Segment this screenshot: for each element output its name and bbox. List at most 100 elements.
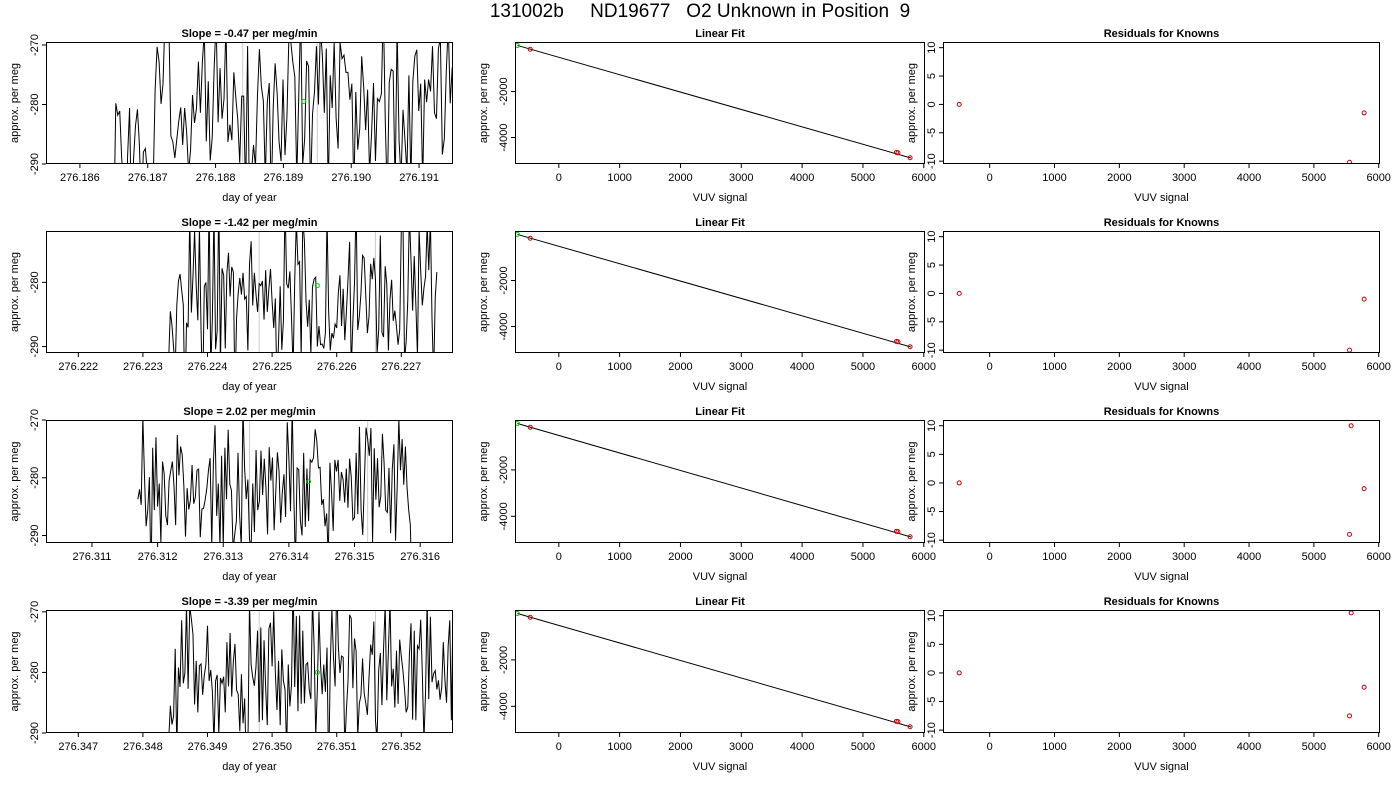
- x-tick-label: 1000: [1042, 172, 1066, 184]
- x-tick-label: 276.224: [188, 361, 228, 373]
- x-tick-label: 5000: [1302, 361, 1326, 373]
- x-tick-label: 2000: [1107, 741, 1131, 753]
- x-tick-label: 0: [987, 172, 993, 184]
- known-standard-point: [1361, 296, 1367, 302]
- x-tick-label: 0: [987, 551, 993, 563]
- x-tick-label: 3000: [1172, 172, 1196, 184]
- x-tick-label: 276.186: [60, 172, 100, 184]
- known-standard-point: [1348, 610, 1354, 616]
- x-tick-label: 5000: [1302, 551, 1326, 563]
- plot-area: [168, 231, 438, 353]
- known-standard-point: [895, 339, 901, 345]
- plot-frame: [515, 231, 925, 353]
- panel-r4-c2: Linear Fit 0 1000 2000 3000 4000 5000 6000 -4000…: [478, 596, 936, 773]
- x-axis-label: VUV signal: [693, 192, 747, 204]
- fit-line: [517, 613, 912, 728]
- panel-r4-c1: Slope = -3.39 per meg/min 276.347 276.348 2…: [9, 596, 453, 773]
- x-tick-label: 2000: [1107, 172, 1131, 184]
- y-axis-label: approx. per meg: [478, 441, 490, 521]
- known-standard-point: [907, 344, 913, 350]
- data-series-line: [168, 610, 453, 733]
- x-tick-label: 3000: [1172, 551, 1196, 563]
- fit-line: [517, 423, 912, 538]
- plot-frame: [515, 610, 925, 733]
- y-tick-label: 5: [926, 451, 938, 457]
- known-standard-point: [1347, 347, 1353, 353]
- x-tick-label: 0: [556, 551, 562, 563]
- y-tick-label: 0: [926, 290, 938, 296]
- known-standard-point: [1347, 531, 1353, 537]
- panel-title: Residuals for Knowns: [1104, 406, 1220, 418]
- x-axis-label: day of year: [222, 761, 277, 773]
- x-tick-label: 2000: [668, 741, 692, 753]
- x-tick-label: 276.315: [335, 551, 375, 563]
- x-tick-label: 1000: [607, 741, 631, 753]
- y-axis-label: approx. per meg: [906, 441, 918, 521]
- y-tick-label: 0: [926, 480, 938, 486]
- y-tick-label: -10: [926, 153, 938, 169]
- x-tick-label: 3000: [1172, 361, 1196, 373]
- plot-area: [515, 231, 913, 350]
- panel-title: Linear Fit: [695, 28, 745, 40]
- x-tick-label: 276.187: [128, 172, 168, 184]
- x-tick-label: 276.352: [381, 741, 421, 753]
- x-tick-label: 3000: [1172, 741, 1196, 753]
- x-tick-label: 276.223: [123, 361, 163, 373]
- x-tick-label: 276.225: [252, 361, 292, 373]
- x-tick-label: 3000: [729, 741, 753, 753]
- x-tick-label: 1000: [1042, 361, 1066, 373]
- y-tick-label: -290: [29, 722, 41, 744]
- x-tick-label: 6000: [1366, 551, 1390, 563]
- x-tick-label: 4000: [790, 361, 814, 373]
- x-tick-label: 276.312: [138, 551, 178, 563]
- x-tick-label: 5000: [851, 361, 875, 373]
- y-tick-label: -290: [29, 336, 41, 358]
- y-tick-label: -5: [926, 317, 938, 327]
- x-tick-label: 276.190: [331, 172, 371, 184]
- y-axis-label: approx. per meg: [9, 252, 21, 332]
- known-standard-point: [1347, 159, 1353, 164]
- x-tick-label: 276.349: [188, 741, 228, 753]
- x-tick-label: 276.189: [264, 172, 304, 184]
- known-standard-point: [907, 724, 913, 730]
- y-tick-label: -280: [29, 661, 41, 683]
- panel-title: Slope = -1.42 per meg/min: [181, 217, 317, 229]
- x-tick-label: 4000: [1237, 741, 1261, 753]
- panel-r3-c3: Residuals for Knowns 0 1000 2000 3000 4000 500…: [906, 406, 1391, 583]
- y-axis-label: approx. per meg: [478, 63, 490, 143]
- panel-r1-c3: Residuals for Knowns 0 1000 2000 3000 4000 500…: [906, 28, 1391, 204]
- known-standard-point: [895, 719, 901, 725]
- y-tick-label: -2000: [498, 266, 510, 294]
- known-standard-point: [956, 101, 962, 107]
- known-standard-point: [907, 534, 913, 540]
- x-tick-label: 276.347: [58, 741, 98, 753]
- y-tick-label: -4000: [498, 123, 510, 151]
- y-axis-label: approx. per meg: [9, 631, 21, 711]
- y-tick-label: -290: [29, 524, 41, 546]
- panel-r4-c3: Residuals for Knowns 0 1000 2000 3000 4000 500…: [906, 596, 1391, 773]
- y-tick-label: -280: [29, 271, 41, 293]
- x-tick-label: 5000: [851, 551, 875, 563]
- known-standard-point: [1361, 486, 1367, 492]
- x-axis-label: VUV signal: [693, 761, 747, 773]
- x-axis-label: day of year: [222, 381, 277, 393]
- plot-area: [515, 610, 913, 730]
- panel-r3-c1: Slope = 2.02 per meg/min 276.311 276.312 27…: [9, 406, 453, 583]
- panel-title: Residuals for Knowns: [1104, 217, 1220, 229]
- fit-line: [517, 44, 912, 159]
- known-standard-point: [895, 529, 901, 535]
- plot-frame: [943, 420, 1380, 543]
- known-standard-point: [527, 614, 533, 620]
- y-tick-label: 0: [926, 101, 938, 107]
- known-standard-point: [527, 424, 533, 430]
- y-axis-label: approx. per meg: [478, 252, 490, 332]
- y-tick-label: -10: [926, 532, 938, 548]
- plot-area: [956, 290, 1367, 353]
- x-tick-label: 6000: [1366, 741, 1390, 753]
- y-tick-label: -5: [926, 697, 938, 707]
- x-tick-label: 3000: [729, 551, 753, 563]
- known-standard-point: [1361, 110, 1367, 116]
- x-tick-label: 276.191: [399, 172, 439, 184]
- x-tick-label: 4000: [1237, 172, 1261, 184]
- y-tick-label: -4000: [498, 692, 510, 720]
